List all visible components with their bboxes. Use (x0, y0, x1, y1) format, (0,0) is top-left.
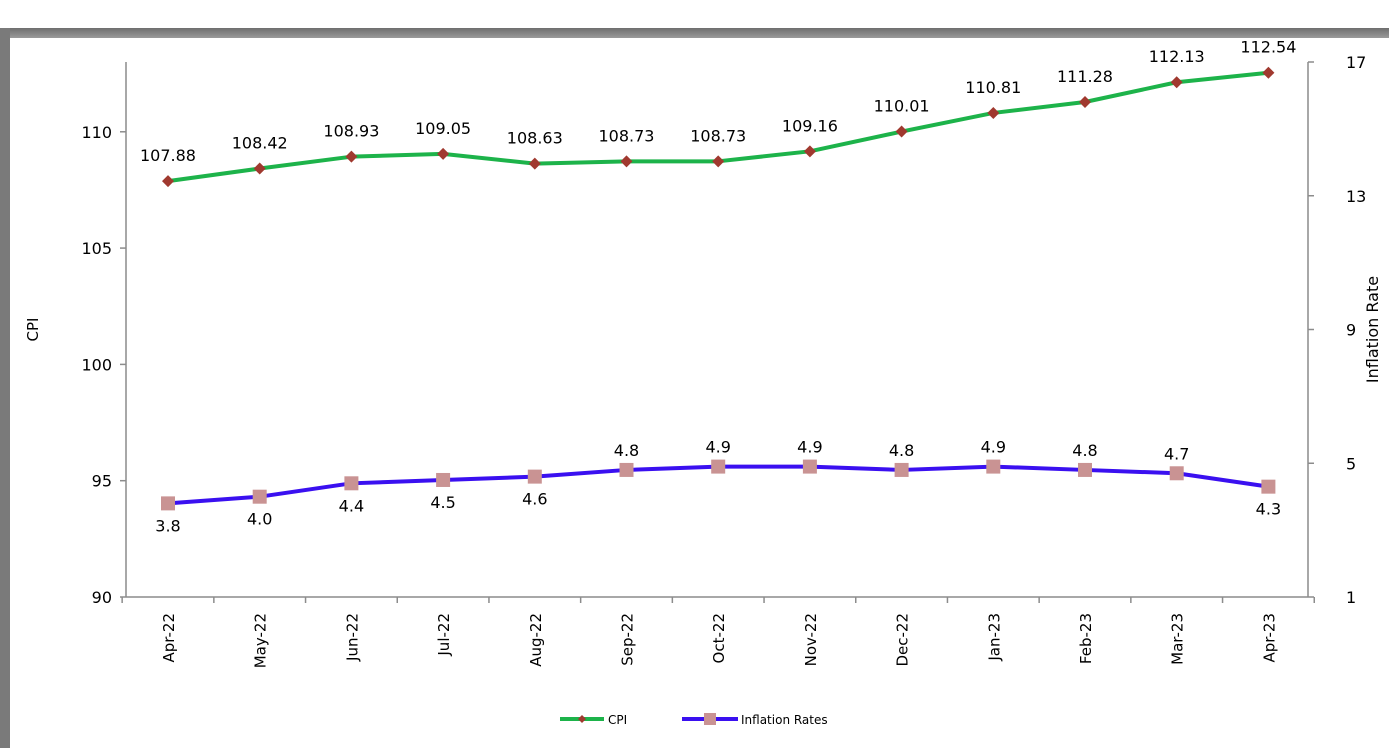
inflation-data-label: 4.9 (705, 438, 730, 457)
inflation-point-marker (344, 476, 359, 491)
inflation-point-marker (1078, 462, 1092, 477)
cpi-point-marker (345, 150, 358, 163)
x-tick-label: Dec-22 (894, 613, 912, 667)
cpi-inflation-chart: 90 95 100 105 110 1 5 9 13 17 Apr-22 May-22 Jun-22 Ju… (24, 38, 1382, 727)
inflation-data-label: 4.8 (614, 441, 639, 460)
cpi-data-label: 112.54 (1240, 38, 1296, 57)
x-tick-label: Apr-23 (1260, 613, 1278, 663)
cpi-data-label: 110.81 (965, 78, 1021, 97)
y-right-axis-title: Inflation Rate (1363, 276, 1382, 383)
y-left-tick-label: 90 (92, 588, 112, 607)
y-right-tick-label: 5 (1346, 454, 1356, 473)
y-left-axis-title: CPI (24, 318, 42, 342)
y-left-tick-label: 110 (81, 123, 112, 142)
y-right-tick-label: 17 (1346, 53, 1366, 72)
cpi-point-marker (1170, 76, 1183, 89)
x-tick-label: Nov-22 (802, 613, 820, 666)
inflation-data-label: 3.8 (155, 516, 180, 535)
cpi-point-marker (620, 155, 633, 168)
x-tick-label: Feb-23 (1077, 613, 1095, 664)
x-tick-label: Mar-23 (1169, 613, 1187, 665)
inflation-data-label: 4.4 (339, 496, 364, 515)
inflation-data-label: 4.3 (1256, 500, 1281, 519)
inflation-point-marker (252, 489, 267, 504)
inflation-data-label: 4.7 (1164, 444, 1189, 463)
x-tick-label: Jan-23 (985, 613, 1003, 662)
cpi-data-label: 108.73 (599, 126, 655, 145)
cpi-data-label: 108.42 (232, 134, 288, 153)
cpi-data-label: 110.01 (874, 97, 930, 116)
legend-cpi-label: CPI (608, 713, 627, 727)
legend-inflation-label: Inflation Rates (741, 713, 828, 727)
cpi-point-marker (895, 125, 908, 138)
inflation-point-marker (161, 496, 175, 511)
cpi-data-label: 107.88 (140, 146, 196, 165)
inflation-point-marker (986, 459, 1001, 474)
cpi-data-label: 111.28 (1057, 67, 1113, 86)
cpi-point-marker (803, 145, 816, 158)
x-tick-label: Jul-22 (435, 613, 453, 657)
x-tick-label: Jun-22 (343, 613, 361, 662)
cpi-data-label: 112.13 (1149, 47, 1205, 66)
x-tick-label: Aug-22 (527, 613, 545, 667)
inflation-point-marker (1261, 479, 1276, 494)
x-tick-label: Oct-22 (710, 613, 728, 663)
inflation-point-marker (802, 459, 817, 474)
y-left-tick-label: 95 (92, 472, 112, 491)
clipped-title-strip (0, 0, 1389, 28)
inflation-data-label: 4.5 (430, 493, 455, 512)
x-tick-label: Apr-22 (160, 613, 178, 663)
cpi-data-label: 109.16 (782, 116, 838, 135)
cpi-point-marker (1079, 96, 1091, 109)
chart-area: 90 95 100 105 110 1 5 9 13 17 Apr-22 May-22 Jun-22 Ju… (10, 38, 1389, 748)
inflation-data-label: 4.0 (247, 510, 272, 529)
inflation-point-marker (894, 462, 909, 477)
inflation-point-marker (619, 462, 634, 477)
inflation-data-label: 4.8 (1072, 441, 1097, 460)
inflation-data-label: 4.9 (981, 438, 1006, 457)
y-right-tick-label: 9 (1346, 321, 1356, 340)
inflation-data-label: 4.6 (522, 490, 547, 509)
cpi-point-marker (437, 147, 450, 160)
frame-top-border (0, 28, 1389, 38)
inflation-point-marker (711, 459, 726, 474)
cpi-data-label: 108.73 (690, 126, 746, 145)
y-right-tick-label: 1 (1346, 588, 1356, 607)
inflation-data-label: 4.8 (889, 441, 914, 460)
inflation-point-marker (1169, 466, 1184, 481)
legend-inflation-marker (704, 713, 716, 725)
cpi-point-marker (987, 106, 1000, 119)
cpi-data-label: 108.93 (323, 122, 379, 141)
legend-cpi-marker (578, 715, 586, 723)
cpi-point-marker (712, 155, 725, 168)
y-left-tick-label: 105 (81, 239, 112, 258)
y-left-tick-label: 100 (81, 355, 112, 374)
x-tick-label: May-22 (252, 613, 270, 668)
cpi-point-marker (162, 175, 174, 188)
inflation-data-label: 4.9 (797, 438, 822, 457)
frame-left-border (0, 28, 10, 748)
y-right-tick-label: 13 (1346, 187, 1366, 206)
cpi-point-marker (528, 157, 541, 170)
cpi-data-label: 109.05 (415, 119, 471, 138)
inflation-point-marker (436, 472, 451, 487)
cpi-point-marker (1262, 66, 1275, 79)
x-tick-label: Sep-22 (619, 613, 637, 666)
inflation-point-marker (527, 469, 542, 484)
cpi-point-marker (253, 162, 266, 175)
cpi-data-label: 108.63 (507, 129, 563, 148)
